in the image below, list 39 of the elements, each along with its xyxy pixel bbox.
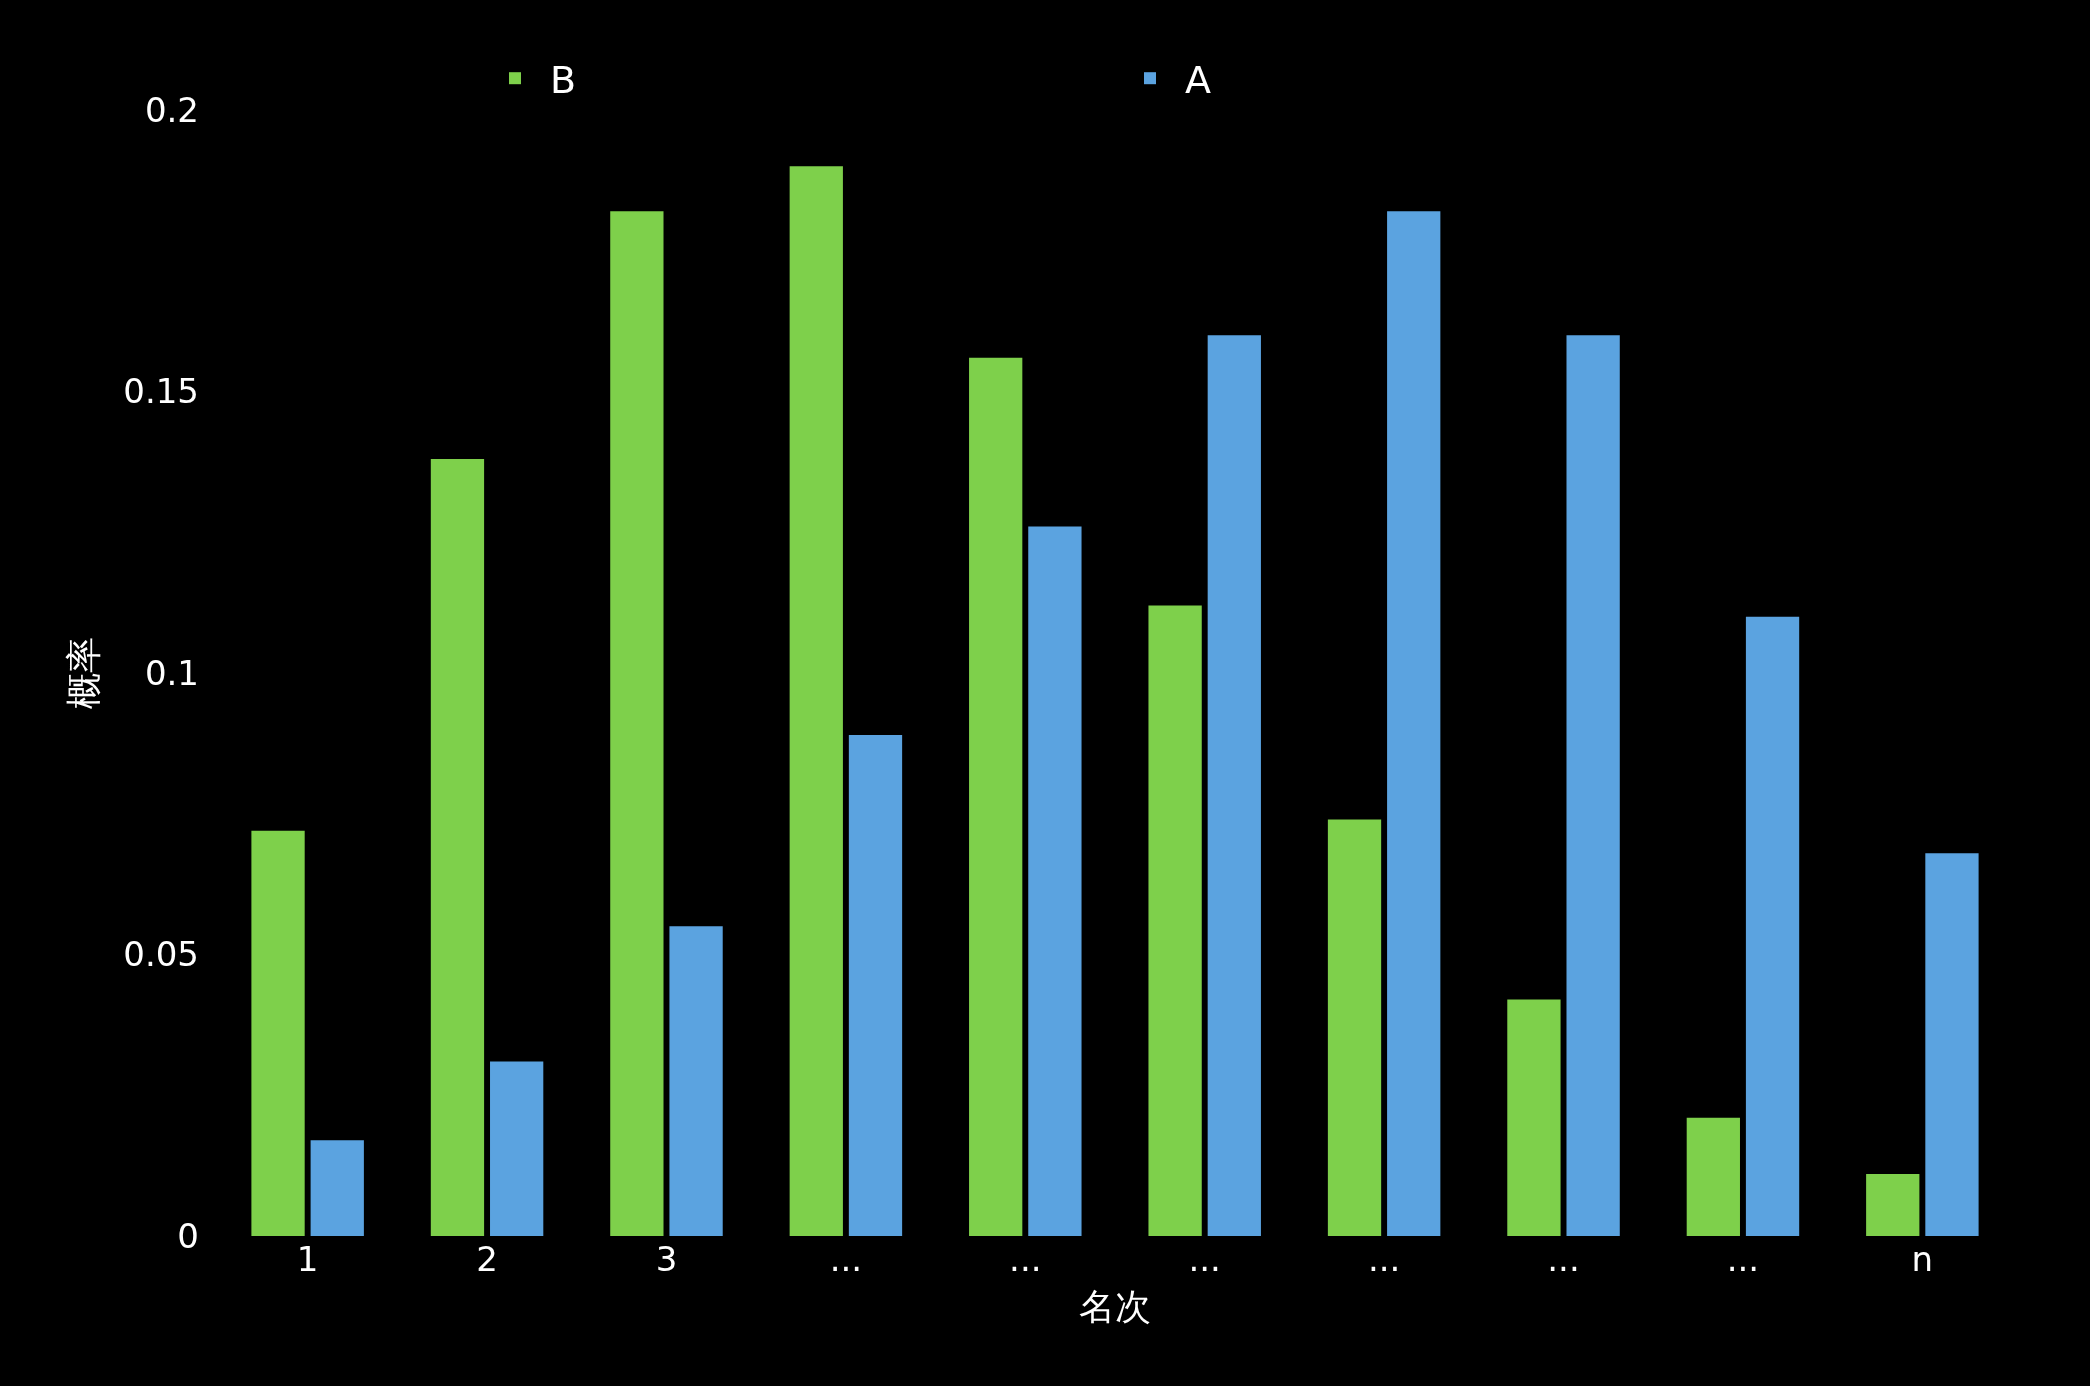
y-tick-label: 0.05 bbox=[123, 934, 199, 975]
x-tick-label: ... bbox=[1726, 1239, 1760, 1279]
bar bbox=[969, 357, 1023, 1236]
y-tick-label: 0 bbox=[177, 1215, 199, 1256]
x-tick-label: ... bbox=[1547, 1239, 1580, 1279]
bar bbox=[610, 211, 664, 1236]
bar bbox=[848, 734, 903, 1236]
y-tick-label: 0.15 bbox=[123, 371, 199, 412]
bar bbox=[1387, 211, 1441, 1236]
bar bbox=[1686, 1117, 1740, 1236]
bar bbox=[310, 1140, 364, 1236]
legend-label: B bbox=[550, 58, 577, 103]
x-tick-label: 1 bbox=[296, 1239, 319, 1279]
bar bbox=[1507, 999, 1561, 1236]
bar bbox=[1207, 335, 1261, 1236]
y-tick-label: 0.1 bbox=[144, 652, 199, 693]
bar bbox=[1566, 335, 1620, 1236]
x-tick-label: 2 bbox=[476, 1239, 498, 1279]
bar bbox=[1866, 1174, 1920, 1236]
bar bbox=[1148, 605, 1202, 1236]
x-tick-label: ... bbox=[1367, 1239, 1401, 1279]
y-tick-label: 0.2 bbox=[144, 89, 199, 130]
bar bbox=[1925, 853, 1979, 1236]
bar bbox=[789, 166, 843, 1236]
x-tick-label: 3 bbox=[655, 1239, 678, 1279]
x-tick-label: ... bbox=[1009, 1239, 1042, 1279]
x-tick-label: n bbox=[1911, 1239, 1934, 1279]
legend-label: A bbox=[1185, 58, 1211, 103]
bar bbox=[1028, 526, 1082, 1236]
bar bbox=[1745, 616, 1800, 1236]
bar bbox=[1327, 819, 1382, 1236]
bar bbox=[490, 1061, 544, 1236]
bar bbox=[669, 926, 723, 1236]
x-tick-label: ... bbox=[829, 1239, 863, 1279]
bar bbox=[430, 459, 485, 1236]
x-axis-title: 名次 bbox=[1079, 1285, 1151, 1327]
x-tick-label: ... bbox=[1188, 1239, 1221, 1279]
bar bbox=[251, 830, 305, 1236]
y-axis-title: 概率 bbox=[63, 637, 105, 709]
